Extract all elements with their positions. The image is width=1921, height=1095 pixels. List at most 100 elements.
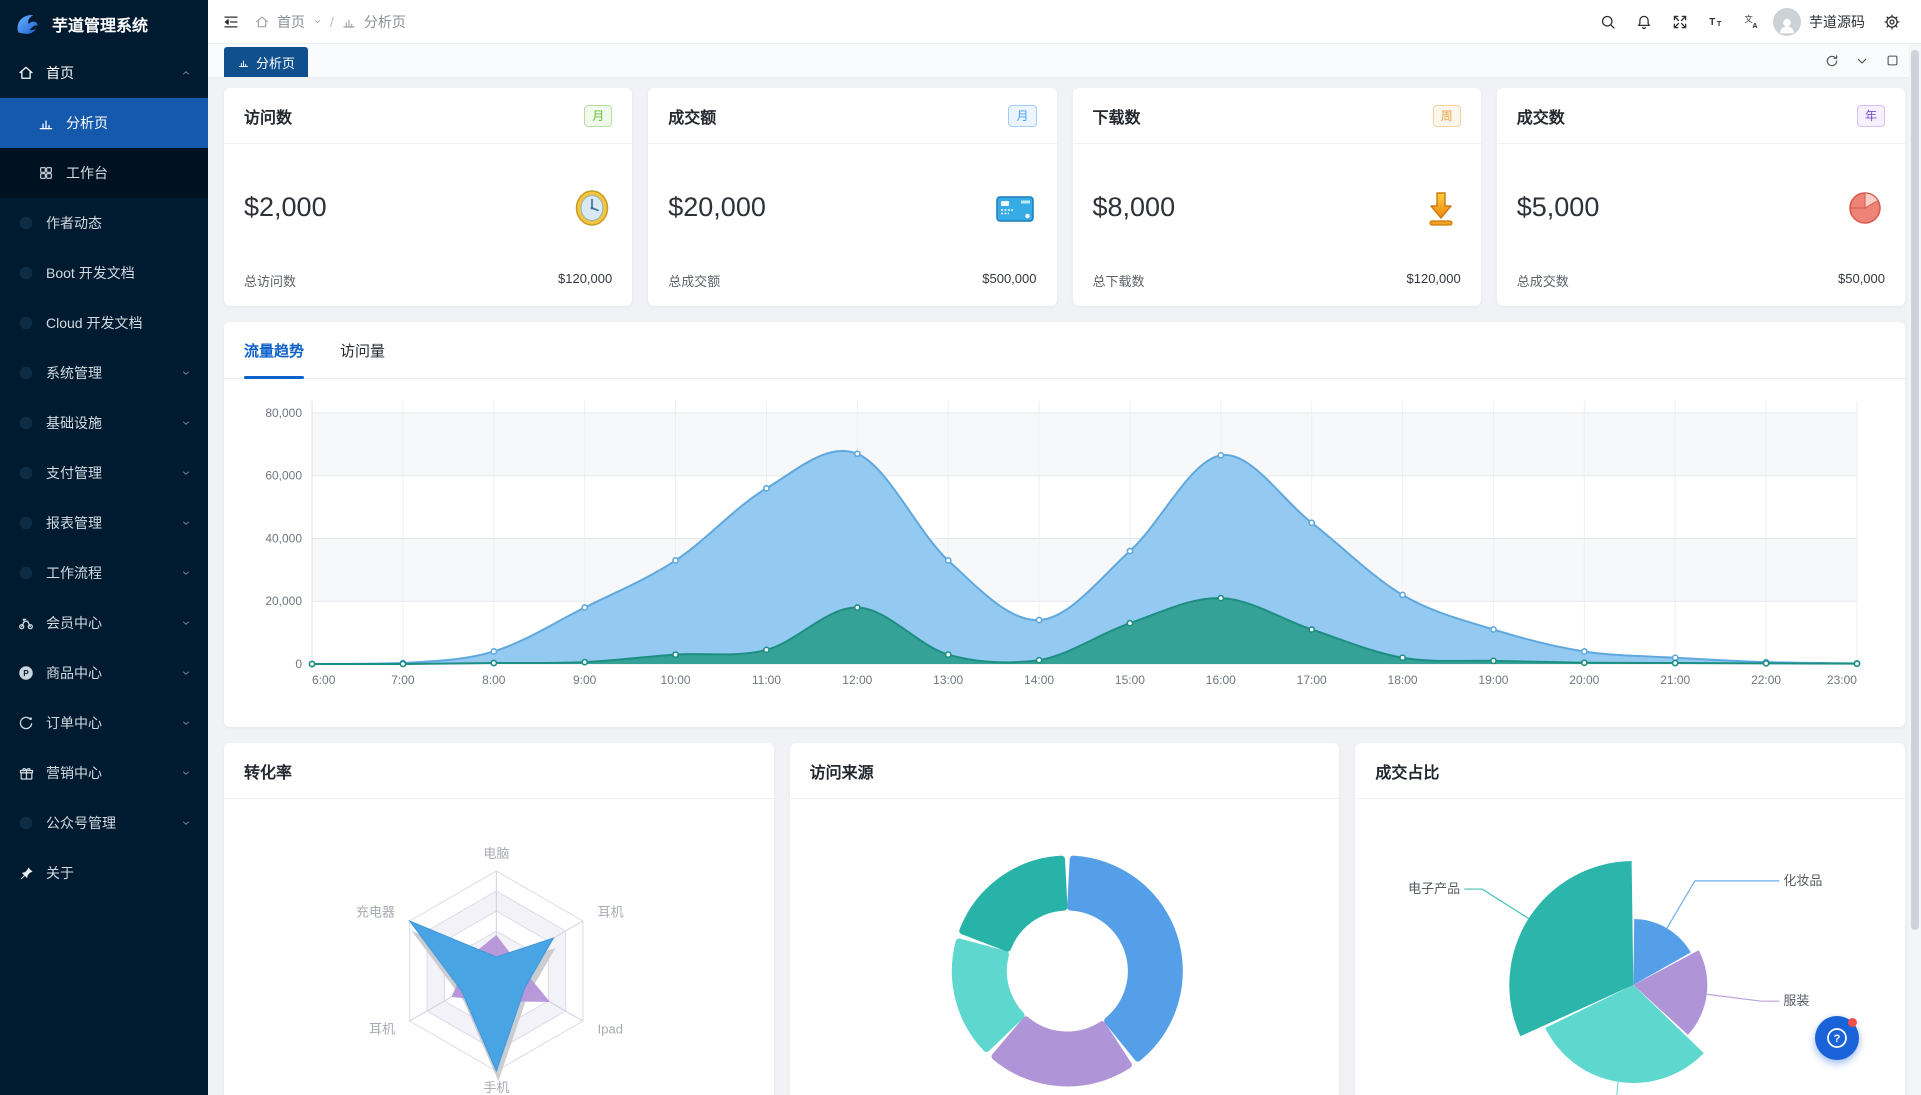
chevron-down-icon[interactable] (1849, 48, 1875, 74)
sidebar-item-0[interactable]: 首页 (0, 48, 208, 98)
sidebar-item-label: 会员中心 (46, 615, 102, 631)
chevron-down-icon (180, 767, 192, 779)
app-title: 芋道管理系统 (52, 18, 149, 35)
period-badge: 月 (1008, 104, 1037, 127)
topbar: 首页 / 分析页 T T 文 A 芋道源码 (208, 0, 1921, 44)
sidebar-item-13[interactable]: 订单中心 (0, 698, 208, 748)
stat-card-head: 成交额 月 (648, 88, 1057, 144)
gear-icon[interactable] (1877, 7, 1907, 37)
home-icon[interactable] (254, 14, 270, 30)
logo-icon (13, 9, 43, 39)
svg-text:21:00: 21:00 (1660, 673, 1690, 687)
maximize-icon[interactable] (1879, 48, 1905, 74)
stat-footer-value: $120,000 (1406, 271, 1461, 286)
scrollbar-thumb[interactable] (1911, 50, 1919, 930)
download-icon (1421, 187, 1461, 229)
avatar[interactable] (1773, 7, 1801, 36)
stat-footer-label: 总成交数 (1516, 274, 1569, 289)
sidebar-item-11[interactable]: 会员中心 (0, 598, 208, 648)
sidebar-item-label: 首页 (46, 65, 74, 81)
circle-icon (16, 313, 36, 333)
pie-icon (1845, 188, 1885, 228)
sidebar-item-label: Cloud 开发文档 (46, 315, 143, 331)
member-icon (16, 613, 36, 633)
sidebar: 芋道管理系统 首页分析页 工作台作者动态 Boot 开发文档 Cloud 开发文档 系统… (0, 0, 208, 1095)
sidebar-item-label: 作者动态 (46, 215, 102, 231)
page-scrollbar[interactable] (1909, 44, 1921, 1095)
stat-card-1: 成交额 月 $20,000 总成交额 $500,000 (648, 88, 1057, 306)
fullscreen-icon[interactable] (1665, 7, 1695, 37)
svg-text:0: 0 (295, 657, 302, 671)
svg-text:80,000: 80,000 (265, 406, 302, 420)
bar-chart-icon (237, 56, 250, 69)
help-button[interactable]: ? (1815, 1016, 1859, 1060)
stat-card-head: 下载数 周 (1072, 88, 1481, 144)
breadcrumb-current: 分析页 (363, 13, 406, 30)
sidebar-item-12[interactable]: P 商品中心 (0, 648, 208, 698)
sidebar-item-16[interactable]: 关于 (0, 848, 208, 898)
bell-icon[interactable] (1629, 7, 1659, 37)
sidebar-item-2[interactable]: 工作台 (0, 148, 208, 198)
sidebar-item-1[interactable]: 分析页 (0, 98, 208, 148)
sidebar-item-5[interactable]: Cloud 开发文档 (0, 298, 208, 348)
svg-text:P: P (23, 669, 29, 678)
svg-text:化妆品: 化妆品 (1784, 873, 1823, 888)
stat-card-footer: 总成交数 $50,000 (1497, 271, 1905, 306)
trend-chart: 0 20,000 40,000 60,000 80,000 6:00 7:00 8:00 9:0… (224, 379, 1905, 727)
svg-text:耳机: 耳机 (598, 905, 624, 920)
sidebar-item-3[interactable]: 作者动态 (0, 198, 208, 248)
search-icon[interactable] (1593, 7, 1623, 37)
svg-text:23:00: 23:00 (1827, 673, 1857, 687)
stat-card-0: 访问数 月 $2,000 总访问数 $120,000 (224, 88, 633, 306)
sidebar-item-label: 工作流程 (46, 565, 102, 581)
user-name[interactable]: 芋道源码 (1809, 13, 1865, 30)
tab-visit-volume[interactable]: 访问量 (340, 342, 386, 360)
sidebar-item-4[interactable]: Boot 开发文档 (0, 248, 208, 298)
svg-text:11:00: 11:00 (752, 673, 781, 687)
svg-text:10:00: 10:00 (661, 673, 691, 687)
sidebar-item-7[interactable]: 基础设施 (0, 398, 208, 448)
chevron-up-icon (180, 67, 192, 79)
bar-chart-icon (341, 14, 357, 30)
circle-icon (16, 413, 36, 433)
tab-analysis[interactable]: 分析页 (224, 47, 309, 77)
breadcrumb-home[interactable]: 首页 (277, 13, 305, 30)
sidebar-item-14[interactable]: 营销中心 (0, 748, 208, 798)
chevron-down-icon (180, 567, 192, 579)
svg-text:17:00: 17:00 (1297, 673, 1327, 687)
sidebar-item-6[interactable]: 系统管理 (0, 348, 208, 398)
stat-value: $20,000 (668, 192, 766, 222)
sidebar-item-label: 支付管理 (46, 465, 102, 481)
svg-text:20,000: 20,000 (265, 594, 302, 608)
sidebar-item-15[interactable]: 公众号管理 (0, 798, 208, 848)
chevron-down-icon[interactable] (312, 16, 323, 27)
chevron-down-icon (180, 367, 192, 379)
stat-footer-value: $50,000 (1838, 271, 1885, 286)
sidebar-item-label: 报表管理 (46, 515, 102, 531)
trend-tabs: 流量趋势 访问量 (224, 322, 1905, 379)
period-badge: 周 (1432, 104, 1461, 127)
menu-fold-icon[interactable] (222, 13, 240, 31)
stat-card-head: 成交数 年 (1496, 88, 1905, 144)
svg-text:?: ? (1834, 1033, 1841, 1045)
refresh-icon[interactable] (1819, 48, 1845, 74)
svg-text:耳机: 耳机 (369, 1022, 395, 1037)
card-icon (993, 188, 1037, 228)
stat-card-footer: 总下载数 $120,000 (1073, 271, 1481, 306)
sidebar-item-label: 系统管理 (46, 365, 102, 381)
sidebar-item-10[interactable]: 工作流程 (0, 548, 208, 598)
sidebar-item-8[interactable]: 支付管理 (0, 448, 208, 498)
logo[interactable]: 芋道管理系统 (0, 0, 208, 48)
page-content: 访问数 月 $2,000 总访问数 $120,000 成交额 月 $20,000 总成交额 $50… (208, 78, 1921, 1095)
circle-icon (16, 213, 36, 233)
svg-text:40,000: 40,000 (265, 532, 302, 546)
chevron-down-icon (180, 517, 192, 529)
bar-chart-icon (36, 113, 56, 133)
chevron-down-icon (180, 717, 192, 729)
chevron-down-icon (180, 817, 192, 829)
stat-card-title: 访问数 (244, 109, 293, 127)
tab-traffic-trend[interactable]: 流量趋势 (244, 322, 305, 379)
sidebar-item-9[interactable]: 报表管理 (0, 498, 208, 548)
